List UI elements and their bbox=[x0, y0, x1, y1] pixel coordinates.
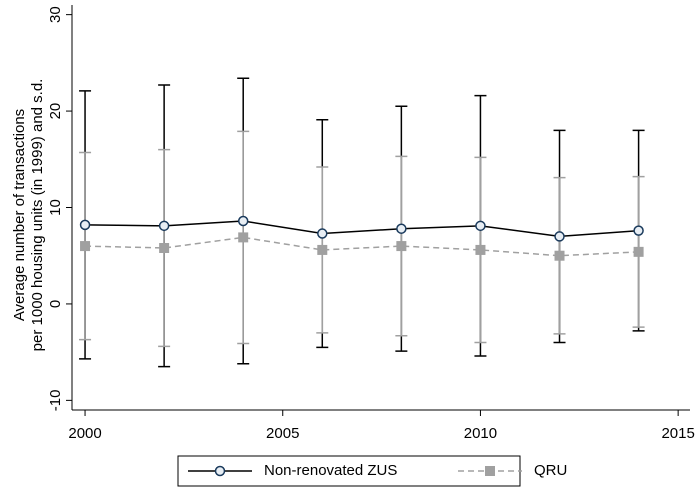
point bbox=[396, 241, 407, 252]
y-tick-label: 20 bbox=[47, 103, 64, 120]
x-tick-label: 2005 bbox=[266, 425, 299, 442]
legend-label: Non-renovated ZUS bbox=[264, 462, 397, 479]
point bbox=[80, 241, 91, 252]
point bbox=[317, 228, 328, 239]
series-line bbox=[85, 220, 639, 238]
point bbox=[633, 225, 644, 236]
x-tick-label: 2015 bbox=[661, 425, 694, 442]
point bbox=[396, 223, 407, 234]
series-line bbox=[85, 236, 639, 257]
legend-marker bbox=[214, 465, 226, 477]
point bbox=[158, 220, 170, 232]
point bbox=[238, 232, 249, 243]
point bbox=[554, 231, 565, 242]
y-axis-label: Average number of transactions bbox=[11, 109, 28, 321]
point bbox=[237, 215, 249, 227]
y-tick-label: 0 bbox=[47, 300, 64, 308]
point bbox=[633, 246, 644, 257]
x-tick-label: 2010 bbox=[464, 425, 497, 442]
y-tick-label: -10 bbox=[47, 390, 64, 412]
point bbox=[79, 219, 91, 231]
point bbox=[317, 244, 328, 255]
point bbox=[475, 220, 486, 232]
x-tick-label: 2000 bbox=[68, 425, 101, 442]
legend-marker bbox=[485, 466, 495, 476]
point bbox=[554, 250, 565, 261]
y-axis-label: per 1000 housing units (in 1999) and s.d… bbox=[29, 79, 46, 352]
legend-label: QRU bbox=[534, 462, 567, 479]
y-tick-label: 30 bbox=[47, 6, 64, 23]
point bbox=[475, 244, 486, 255]
y-tick-label: 10 bbox=[47, 199, 64, 216]
point bbox=[159, 243, 170, 253]
